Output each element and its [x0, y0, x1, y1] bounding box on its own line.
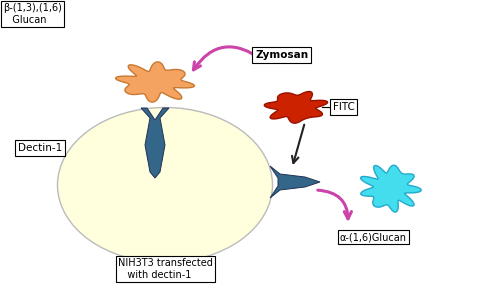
Ellipse shape — [58, 108, 273, 262]
Polygon shape — [141, 108, 169, 178]
Text: β-(1,3),(1,6)
   Glucan: β-(1,3),(1,6) Glucan — [3, 3, 62, 25]
Polygon shape — [116, 62, 194, 102]
Polygon shape — [264, 92, 327, 123]
Text: Zymosan: Zymosan — [255, 50, 308, 60]
FancyArrowPatch shape — [292, 125, 304, 163]
Text: NIH3T3 transfected
   with dectin-1: NIH3T3 transfected with dectin-1 — [118, 258, 213, 280]
Polygon shape — [360, 165, 421, 212]
Polygon shape — [270, 166, 320, 198]
Text: α-(1,6)Glucan: α-(1,6)Glucan — [340, 232, 407, 242]
FancyArrowPatch shape — [318, 190, 351, 219]
Text: FITC: FITC — [333, 102, 355, 112]
Text: Dectin-1: Dectin-1 — [18, 143, 62, 153]
FancyArrowPatch shape — [193, 47, 263, 70]
